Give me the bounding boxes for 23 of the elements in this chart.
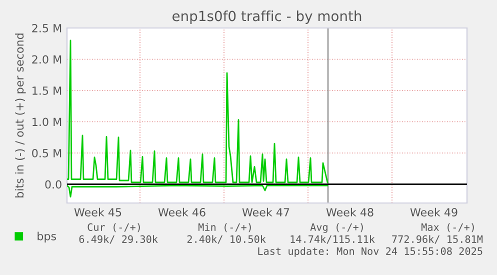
y-tick-label: 1.5 M — [32, 86, 62, 95]
text: Last update: Mon Nov 24 15:55:08 2025 — [258, 247, 482, 257]
y-tick-label: 2.0 M — [32, 55, 62, 64]
chart-title: enp1s0f0 traffic - by month — [172, 10, 362, 24]
legend-label: bps — [38, 232, 56, 242]
text: Avg (-/+) — [310, 223, 363, 233]
y-tick-label: 0.5 M — [32, 148, 62, 158]
y-tick-label: 0.0 — [45, 180, 62, 189]
text: 2.40k/ 10.50k — [187, 235, 266, 244]
y-axis-title: bits in (-) / out (+) per second — [15, 34, 26, 198]
text: Max (-/+) — [421, 223, 474, 232]
x-tick-label: Week 49 — [410, 208, 458, 216]
text: Min (-/+) — [198, 223, 251, 232]
text: 772.96k/ 15.81M — [392, 235, 483, 244]
text: 6.49k/ 29.30k — [79, 235, 158, 244]
x-tick-label: Week 48 — [326, 208, 374, 216]
y-tick-label: 2.5 M — [32, 24, 62, 32]
text: 14.74k/115.11k — [290, 235, 375, 244]
x-tick-label: Week 45 — [74, 208, 122, 216]
text: Cur (-/+) — [88, 223, 140, 232]
x-tick-label: Week 46 — [158, 208, 206, 216]
x-tick-label: Week 47 — [242, 208, 290, 216]
y-tick-label: 1.0 M — [32, 118, 62, 126]
